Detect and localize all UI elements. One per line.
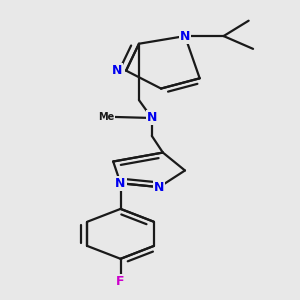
Text: N: N [180, 30, 190, 43]
Text: N: N [147, 112, 157, 124]
Text: N: N [116, 177, 126, 190]
Text: F: F [116, 275, 125, 288]
Text: N: N [112, 64, 122, 77]
Text: Me: Me [98, 112, 114, 122]
Text: N: N [154, 181, 164, 194]
